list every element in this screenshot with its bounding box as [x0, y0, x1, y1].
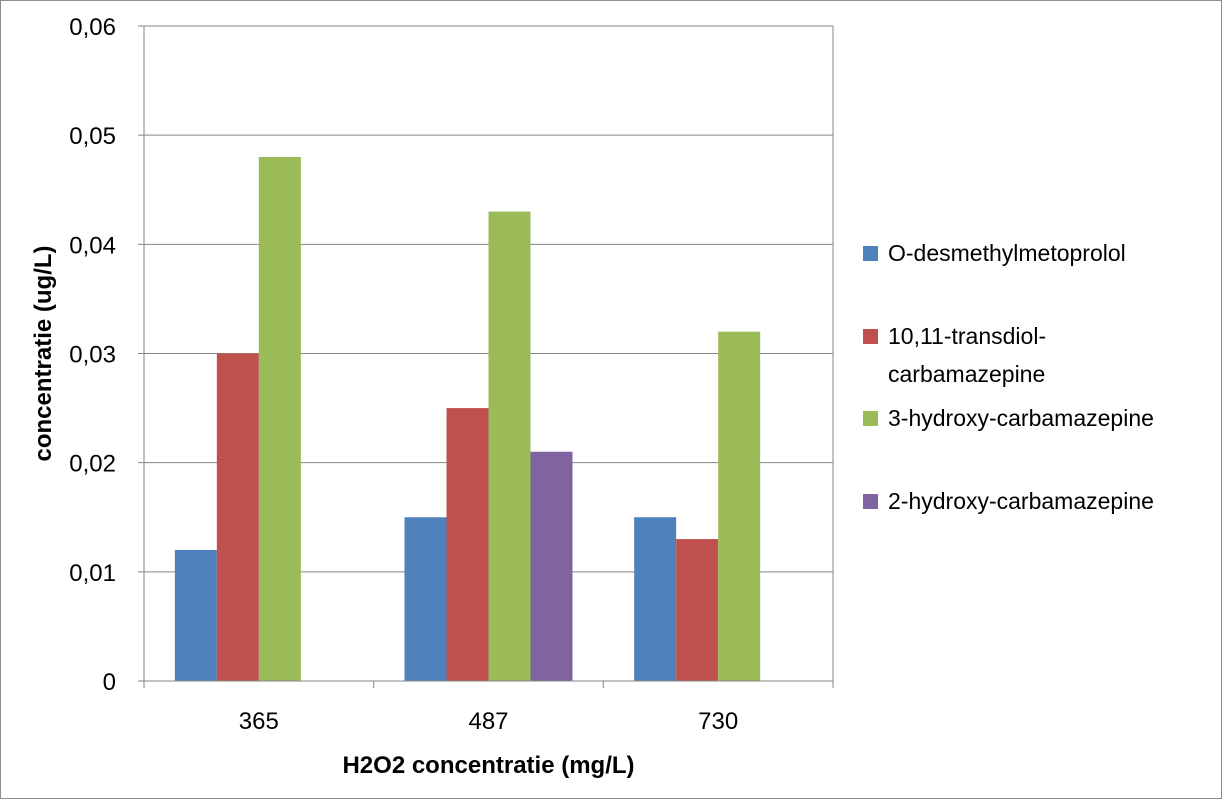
bar: [676, 539, 719, 681]
bar: [530, 451, 573, 681]
legend-label: O-desmethylmetoprolol: [888, 240, 1126, 266]
y-tick-label: 0,02: [69, 451, 116, 478]
bar: [404, 517, 447, 681]
legend-swatch: [863, 411, 878, 426]
y-tick-label: 0,05: [69, 123, 116, 150]
bar: [718, 331, 761, 681]
legend-label: 2-hydroxy-carbamazepine: [888, 488, 1154, 514]
legend-swatch: [863, 494, 878, 509]
x-tick-label: 487: [468, 708, 508, 735]
legend: O-desmethylmetoprolol 10,11-transdiol-car…: [863, 240, 1154, 514]
bar: [634, 517, 677, 681]
bar: [174, 550, 217, 681]
y-tick-labels: 0 0,01 0,02 0,03 0,04 0,05 0,06: [69, 14, 116, 696]
x-axis-title: H2O2 concentratie (mg/L): [342, 752, 634, 779]
bar: [446, 408, 489, 681]
bar: [216, 353, 259, 681]
legend-label: 3-hydroxy-carbamazepine: [888, 405, 1154, 431]
legend-swatch: [863, 246, 878, 261]
y-tick-label: 0: [103, 669, 116, 696]
y-tick-label: 0,01: [69, 560, 116, 587]
x-tick-label: 365: [239, 708, 279, 735]
x-tick-label: 730: [698, 708, 738, 735]
legend-label: carbamazepine: [888, 361, 1045, 387]
bars: [174, 157, 761, 682]
bar: [488, 211, 531, 682]
y-tick-label: 0,06: [69, 14, 116, 41]
y-tick-label: 0,04: [69, 232, 116, 259]
bar: [258, 157, 301, 681]
legend-swatch: [863, 329, 878, 344]
legend-label: 10,11-transdiol-: [888, 323, 1046, 349]
y-axis-title: concentratie (ug/L): [30, 245, 57, 461]
axes: [138, 25, 834, 688]
y-tick-label: 0,03: [69, 342, 116, 369]
x-tick-labels: 365 487 730: [239, 708, 738, 735]
